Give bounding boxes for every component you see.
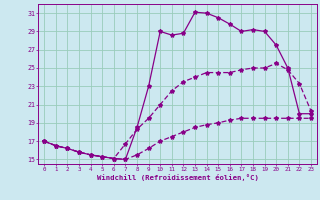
X-axis label: Windchill (Refroidissement éolien,°C): Windchill (Refroidissement éolien,°C) xyxy=(97,174,259,181)
